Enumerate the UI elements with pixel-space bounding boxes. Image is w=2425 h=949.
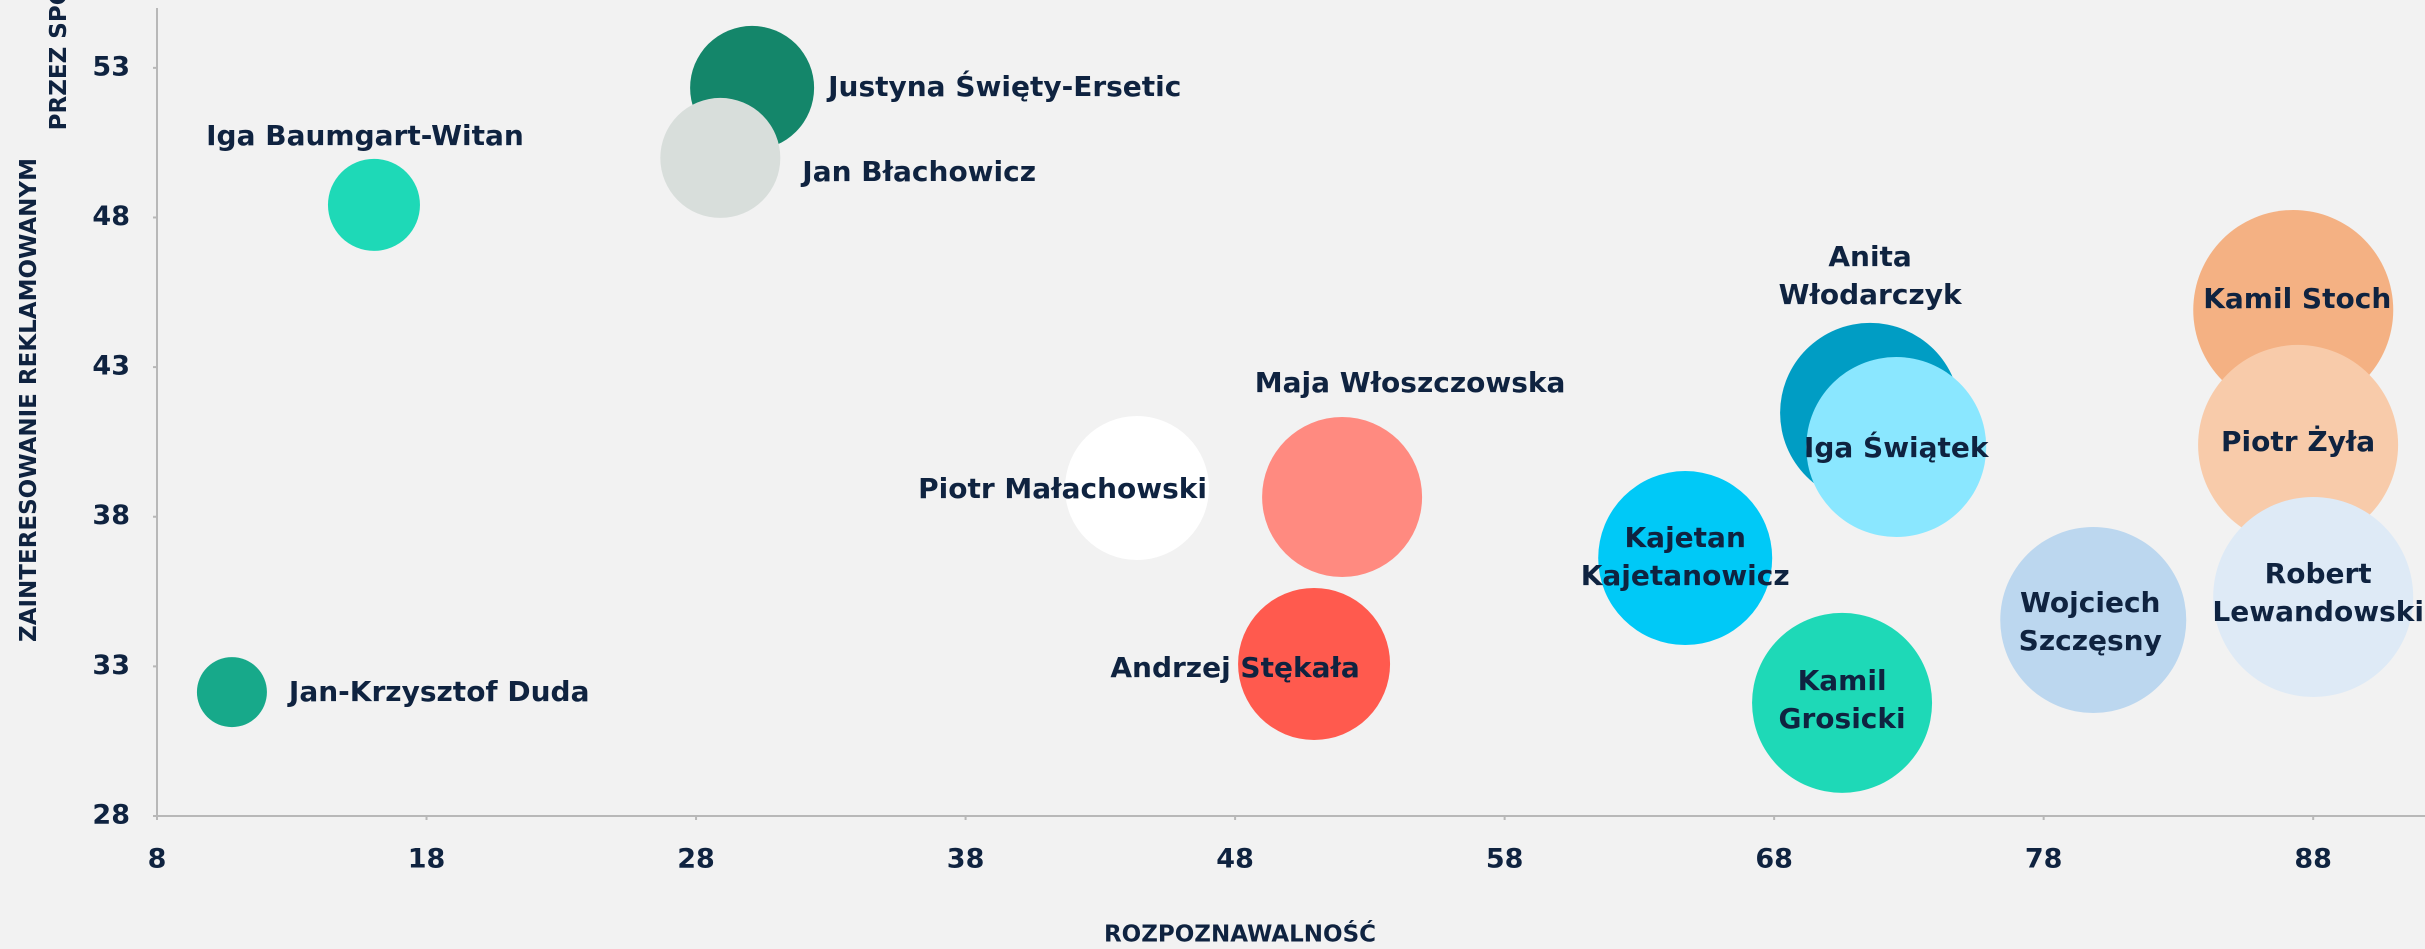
x-tick-label: 28 bbox=[677, 844, 715, 875]
y-tick-label: 53 bbox=[92, 51, 130, 82]
y-tick-label: 33 bbox=[92, 650, 130, 681]
y-axis-title: ZAINTERESOWANIE REKLAMOWANYMPRZEZ SPORTO… bbox=[16, 0, 72, 642]
bubble-label: Maja Włoszczowska bbox=[1255, 366, 1566, 399]
bubble-label: Wojciech Szczęsny bbox=[2019, 586, 2162, 657]
bubble bbox=[1752, 612, 1933, 793]
bubble-label: Justyna Święty-Ersetic bbox=[826, 69, 1181, 103]
labels: Iga Baumgart-Witan Justyna Święty-Ersetic… bbox=[206, 69, 2424, 735]
bubbles bbox=[196, 25, 2414, 793]
bubble-label: Andrzej Stękała bbox=[1110, 651, 1359, 684]
bubble-label: Piotr Małachowski bbox=[918, 472, 1207, 505]
bubble bbox=[1238, 587, 1391, 740]
bubble-label: Jan-Krzysztof Duda bbox=[287, 675, 590, 708]
y-tick-label: 48 bbox=[92, 201, 130, 232]
bubble bbox=[327, 158, 420, 251]
bubble-label: Robert Lewandowski bbox=[2212, 557, 2424, 628]
bubble bbox=[1064, 416, 1209, 561]
bubble-label: Kamil Grosicki bbox=[1779, 664, 1906, 735]
bubble-label: Iga Baumgart-Witan bbox=[206, 119, 524, 152]
y-tick-label: 38 bbox=[92, 500, 130, 531]
bubble bbox=[1806, 357, 1987, 538]
y-tick-label: 28 bbox=[92, 800, 130, 831]
x-tick-label: 8 bbox=[148, 844, 167, 875]
x-tick-label: 78 bbox=[2025, 844, 2063, 875]
x-tick-label: 18 bbox=[408, 844, 446, 875]
bubble bbox=[2198, 344, 2399, 545]
bubble bbox=[660, 97, 781, 218]
bubble bbox=[1598, 471, 1773, 646]
bubble bbox=[2213, 496, 2414, 697]
bubble bbox=[2000, 526, 2187, 713]
bubble-label: Kajetan Kajetanowicz bbox=[1581, 521, 1790, 592]
x-tick-label: 68 bbox=[1755, 844, 1793, 875]
y-tick-label: 43 bbox=[92, 351, 130, 382]
bubble-label: Iga Świątek bbox=[1804, 430, 1990, 464]
bubble-label: Anita Włodarczyk bbox=[1779, 240, 1963, 311]
x-tick-label: 88 bbox=[2294, 844, 2332, 875]
x-axis-title: ROZPOZNAWALNOŚĆ bbox=[1104, 920, 1376, 948]
x-tick-label: 48 bbox=[1216, 844, 1254, 875]
bubble bbox=[196, 657, 267, 728]
bubble-label: Piotr Żyła bbox=[2221, 424, 2375, 458]
x-tick-label: 38 bbox=[947, 844, 985, 875]
x-tick-label: 58 bbox=[1486, 844, 1524, 875]
bubble-label: Kamil Stoch bbox=[2203, 282, 2391, 315]
bubble-label: Jan Błachowicz bbox=[800, 155, 1036, 188]
bubble bbox=[1262, 416, 1423, 577]
